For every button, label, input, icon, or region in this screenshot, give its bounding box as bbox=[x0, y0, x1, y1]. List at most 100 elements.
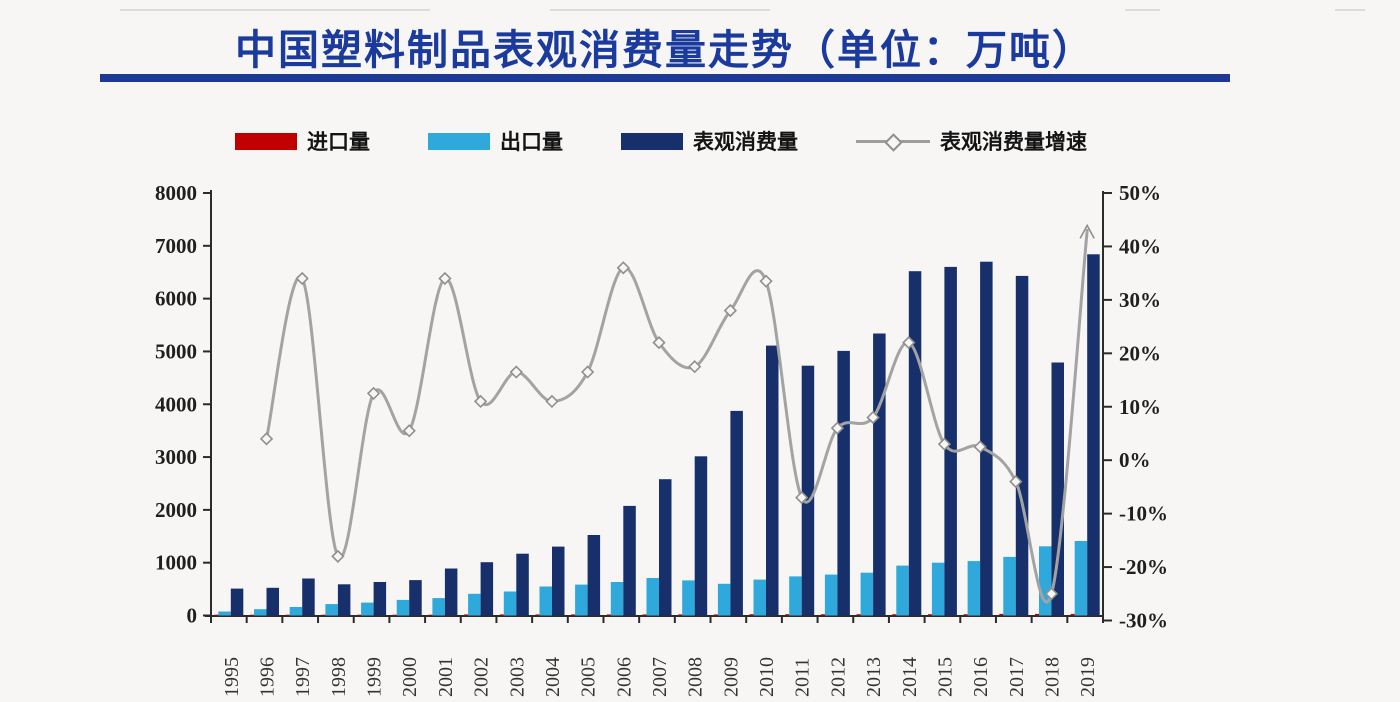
bar bbox=[678, 614, 683, 616]
bar bbox=[999, 613, 1004, 616]
year-label: 2001 bbox=[435, 657, 457, 697]
year-label: 2013 bbox=[863, 657, 885, 697]
bar bbox=[646, 578, 659, 616]
chart-legend: 进口量 出口量 表观消费量 表观消费量增速 bbox=[235, 126, 1087, 156]
diamond-marker bbox=[545, 394, 559, 409]
bar bbox=[214, 614, 219, 616]
diamond-marker bbox=[973, 440, 987, 454]
bar bbox=[1087, 254, 1100, 616]
year-label: 2012 bbox=[827, 657, 849, 697]
bar bbox=[302, 578, 315, 616]
bar bbox=[820, 614, 825, 616]
diamond-marker bbox=[509, 365, 523, 379]
year-label: 1996 bbox=[257, 657, 279, 697]
bar bbox=[1039, 546, 1052, 616]
left-tick-label: 3000 bbox=[155, 445, 197, 469]
year-label: 2002 bbox=[471, 657, 493, 697]
bar bbox=[896, 565, 909, 616]
bar bbox=[254, 609, 267, 616]
export-swatch bbox=[428, 132, 490, 150]
right-tick-label: 50% bbox=[1119, 181, 1161, 205]
year-label: 2015 bbox=[934, 657, 956, 697]
bar bbox=[749, 614, 754, 616]
bar bbox=[552, 546, 565, 616]
legend-item-growth: 表观消费量增速 bbox=[856, 126, 1087, 156]
bar bbox=[713, 614, 718, 616]
bar bbox=[931, 562, 945, 616]
top-border-fragment bbox=[1335, 9, 1365, 11]
legend-label-export: 出口量 bbox=[500, 131, 563, 154]
left-tick-label: 7000 bbox=[155, 234, 197, 258]
bar bbox=[266, 587, 279, 616]
bar bbox=[218, 611, 231, 616]
diamond-marker bbox=[902, 335, 916, 350]
right-tick-label: 30% bbox=[1119, 288, 1161, 312]
left-tick-label: 8000 bbox=[155, 181, 197, 205]
year-label: 2019 bbox=[1077, 657, 1099, 697]
bar bbox=[730, 410, 743, 616]
year-label: 1997 bbox=[292, 657, 314, 697]
year-label: 2004 bbox=[542, 657, 564, 697]
left-tick-label: 6000 bbox=[155, 287, 197, 311]
right-tick-label: -20% bbox=[1119, 555, 1168, 579]
x-axis-labels: 1995 1996 1997 1998 1999 2000 2001 2002 2003 2004… bbox=[221, 657, 1099, 697]
bar bbox=[606, 614, 611, 616]
year-label: 2016 bbox=[970, 657, 992, 697]
bar bbox=[944, 266, 957, 616]
legend-item-import: 进口量 bbox=[235, 126, 370, 156]
diamond-marker bbox=[366, 386, 381, 401]
left-tick-label: 0 bbox=[187, 604, 198, 628]
top-border-fragment bbox=[1125, 9, 1160, 11]
bar bbox=[642, 614, 647, 616]
bar bbox=[927, 614, 932, 616]
diamond-marker bbox=[652, 335, 666, 350]
legend-label-import: 进口量 bbox=[307, 131, 370, 154]
consumption-swatch bbox=[621, 132, 683, 150]
bar bbox=[1070, 613, 1075, 616]
right-axis-labels: 50% 40% 30% 20% 10% 0% -10% -20% -30% bbox=[1119, 181, 1168, 633]
diamond-marker bbox=[688, 360, 702, 374]
bar bbox=[571, 614, 576, 616]
page-title: 中国塑料制品表观消费量走势（单位：万吨） bbox=[235, 27, 1095, 73]
year-label: 2003 bbox=[506, 657, 528, 697]
year-label: 1995 bbox=[221, 657, 243, 697]
legend-label-consumption: 表观消费量 bbox=[693, 131, 798, 154]
bar bbox=[1003, 556, 1016, 616]
bars-export bbox=[218, 541, 1088, 616]
bar bbox=[539, 586, 552, 616]
bar bbox=[1051, 362, 1064, 616]
top-border-fragment bbox=[550, 9, 770, 11]
bar bbox=[516, 553, 529, 616]
right-tick-label: 20% bbox=[1119, 341, 1161, 365]
year-label: 2018 bbox=[1041, 657, 1063, 697]
bar bbox=[499, 614, 504, 616]
diamond-marker bbox=[830, 421, 845, 435]
title-underline bbox=[100, 74, 1230, 82]
bar bbox=[464, 614, 469, 616]
bar bbox=[1074, 541, 1088, 616]
top-border-fragment bbox=[120, 9, 430, 11]
year-label: 2011 bbox=[792, 658, 814, 697]
diamond-marker bbox=[866, 410, 880, 425]
bar bbox=[1015, 275, 1029, 616]
year-label: 2010 bbox=[756, 657, 778, 697]
year-label: 2000 bbox=[399, 657, 421, 697]
diamond-marker bbox=[581, 365, 595, 379]
bar bbox=[980, 261, 993, 616]
diamond-marker bbox=[331, 549, 345, 564]
bar bbox=[575, 584, 588, 616]
diamond-marker bbox=[473, 394, 488, 409]
axes bbox=[203, 190, 1112, 623]
diamond-marker bbox=[723, 303, 737, 318]
bar bbox=[392, 614, 397, 616]
bar bbox=[289, 607, 303, 616]
diamond-marker bbox=[1044, 587, 1059, 601]
bar bbox=[325, 604, 338, 616]
bar bbox=[250, 614, 254, 616]
bar bbox=[357, 614, 362, 616]
bar bbox=[409, 580, 422, 616]
diamond-marker bbox=[616, 261, 630, 275]
right-tick-label: -10% bbox=[1119, 502, 1168, 526]
diamond-marker bbox=[402, 424, 416, 438]
